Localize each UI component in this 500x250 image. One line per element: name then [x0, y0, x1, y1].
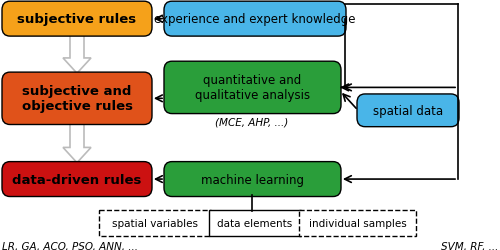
FancyArrow shape [63, 124, 91, 163]
FancyBboxPatch shape [2, 162, 152, 197]
Text: machine learning: machine learning [201, 173, 304, 186]
FancyArrow shape [63, 36, 91, 74]
Text: quantitative and
qualitative analysis: quantitative and qualitative analysis [195, 74, 310, 102]
Text: subjective and
objective rules: subjective and objective rules [22, 85, 132, 113]
FancyBboxPatch shape [357, 94, 459, 127]
FancyBboxPatch shape [164, 2, 346, 37]
Text: experience and expert knowledge: experience and expert knowledge [154, 13, 356, 26]
FancyBboxPatch shape [209, 210, 301, 236]
Text: individual samples: individual samples [308, 218, 406, 228]
FancyBboxPatch shape [299, 210, 416, 236]
Text: (MCE, AHP, ...): (MCE, AHP, ...) [216, 118, 288, 127]
Text: SVM, RF, ...: SVM, RF, ... [440, 241, 498, 250]
FancyBboxPatch shape [99, 210, 211, 236]
FancyBboxPatch shape [164, 62, 341, 114]
Text: data-driven rules: data-driven rules [12, 173, 141, 186]
Text: LR, GA, ACO, PSO, ANN, ...: LR, GA, ACO, PSO, ANN, ... [2, 241, 138, 250]
FancyBboxPatch shape [164, 162, 341, 197]
Text: subjective rules: subjective rules [18, 13, 136, 26]
Text: data elements: data elements [218, 218, 292, 228]
Text: spatial variables: spatial variables [112, 218, 198, 228]
FancyBboxPatch shape [2, 73, 152, 125]
FancyBboxPatch shape [2, 2, 152, 37]
Text: spatial data: spatial data [373, 104, 443, 117]
